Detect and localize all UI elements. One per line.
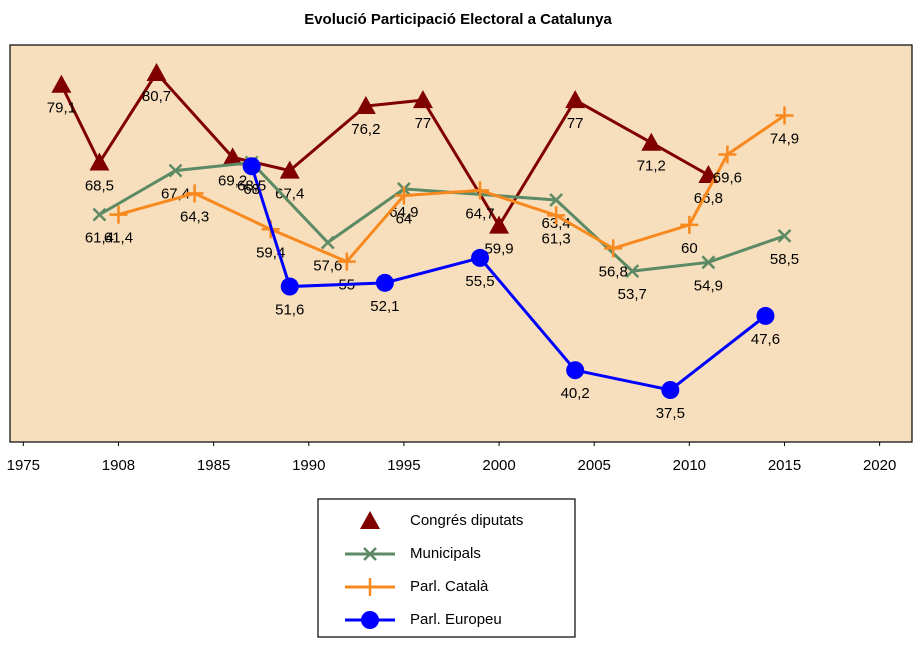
x-tick-label: 2015 (768, 457, 801, 474)
data-label: 61,3 (542, 230, 571, 247)
data-point (777, 229, 792, 243)
data-label: 56,8 (599, 263, 628, 280)
data-point (89, 152, 110, 171)
data-point (661, 381, 680, 399)
data-point (375, 273, 394, 292)
data-label: 77 (567, 115, 584, 132)
data-point (337, 252, 356, 271)
data-point (222, 147, 243, 166)
data-point (756, 306, 775, 325)
data-label: 79,1 (47, 100, 76, 117)
data-point (280, 277, 299, 296)
data-label: 54,9 (694, 277, 723, 294)
legend (317, 498, 576, 638)
legend-marker (363, 547, 377, 561)
x-tick-label: 1995 (387, 457, 420, 474)
data-point (168, 163, 183, 178)
x-tick-label: 1975 (7, 457, 40, 474)
data-point (547, 206, 566, 225)
data-label: 68,5 (85, 177, 114, 194)
data-label: 67,4 (161, 186, 190, 203)
data-label: 74,9 (770, 131, 799, 148)
data-label: 47,6 (751, 331, 780, 348)
x-tick-label: 2010 (673, 457, 706, 474)
legend-label: Parl. Europeu (410, 611, 502, 628)
x-tick-label: 1990 (292, 457, 325, 474)
legend-label: Congrés diputats (410, 512, 523, 529)
data-label: 37,5 (656, 405, 685, 422)
data-point (109, 205, 128, 224)
data-label: 58,5 (770, 251, 799, 268)
data-point (680, 215, 699, 234)
data-point (279, 160, 300, 179)
data-label: 64,9 (389, 204, 418, 221)
data-label: 80,7 (142, 88, 171, 105)
data-point (92, 207, 107, 222)
data-label: 67,4 (275, 186, 304, 203)
data-label: 57,6 (313, 257, 342, 274)
data-label: 76,2 (351, 121, 380, 138)
data-label: 55,5 (465, 273, 494, 290)
data-label: 59,9 (484, 241, 513, 258)
data-point (471, 181, 490, 200)
x-tick-label: 1985 (197, 457, 230, 474)
chart-title: Evolució Participació Electoral a Catalu… (304, 11, 612, 28)
data-label: 69,6 (713, 169, 742, 186)
data-point (489, 215, 510, 234)
data-label: 68 (243, 181, 260, 198)
data-point (604, 239, 623, 258)
data-point (718, 145, 737, 164)
data-point (320, 235, 335, 250)
data-point (242, 157, 261, 176)
data-point (394, 186, 413, 205)
data-point (51, 74, 72, 93)
legend-marker (361, 578, 379, 596)
data-label: 40,2 (561, 385, 590, 402)
data-label: 51,6 (275, 302, 304, 319)
data-point (355, 96, 376, 115)
data-point (146, 63, 167, 81)
x-tick-label: 1908 (102, 457, 135, 474)
legend-marker (361, 611, 379, 629)
data-label: 69,2 (218, 172, 247, 189)
data-label: 61,4 (104, 230, 133, 247)
legend-label: Municipals (410, 545, 481, 562)
data-label: 60 (681, 240, 698, 257)
data-point (566, 361, 585, 380)
legend-label: Parl. Català (410, 578, 489, 595)
data-label: 64,7 (465, 205, 494, 222)
data-label: 61,4 (85, 230, 114, 247)
data-point (412, 90, 433, 109)
data-label: 71,2 (637, 158, 666, 175)
data-point (701, 255, 716, 270)
data-point (625, 264, 640, 279)
data-label: 53,7 (618, 286, 647, 303)
legend-marker (360, 511, 380, 529)
x-tick-label: 2020 (863, 457, 896, 474)
x-tick-label: 2000 (482, 457, 515, 474)
data-point (471, 248, 490, 267)
data-label: 52,1 (370, 298, 399, 315)
data-point (185, 184, 204, 203)
data-point (775, 106, 794, 125)
data-label: 77 (415, 115, 432, 132)
data-label: 64 (396, 211, 413, 228)
data-point (565, 90, 586, 109)
data-point (641, 132, 662, 151)
data-label: 64,3 (180, 208, 209, 225)
data-point (549, 193, 564, 207)
x-tick-label: 2005 (578, 457, 611, 474)
